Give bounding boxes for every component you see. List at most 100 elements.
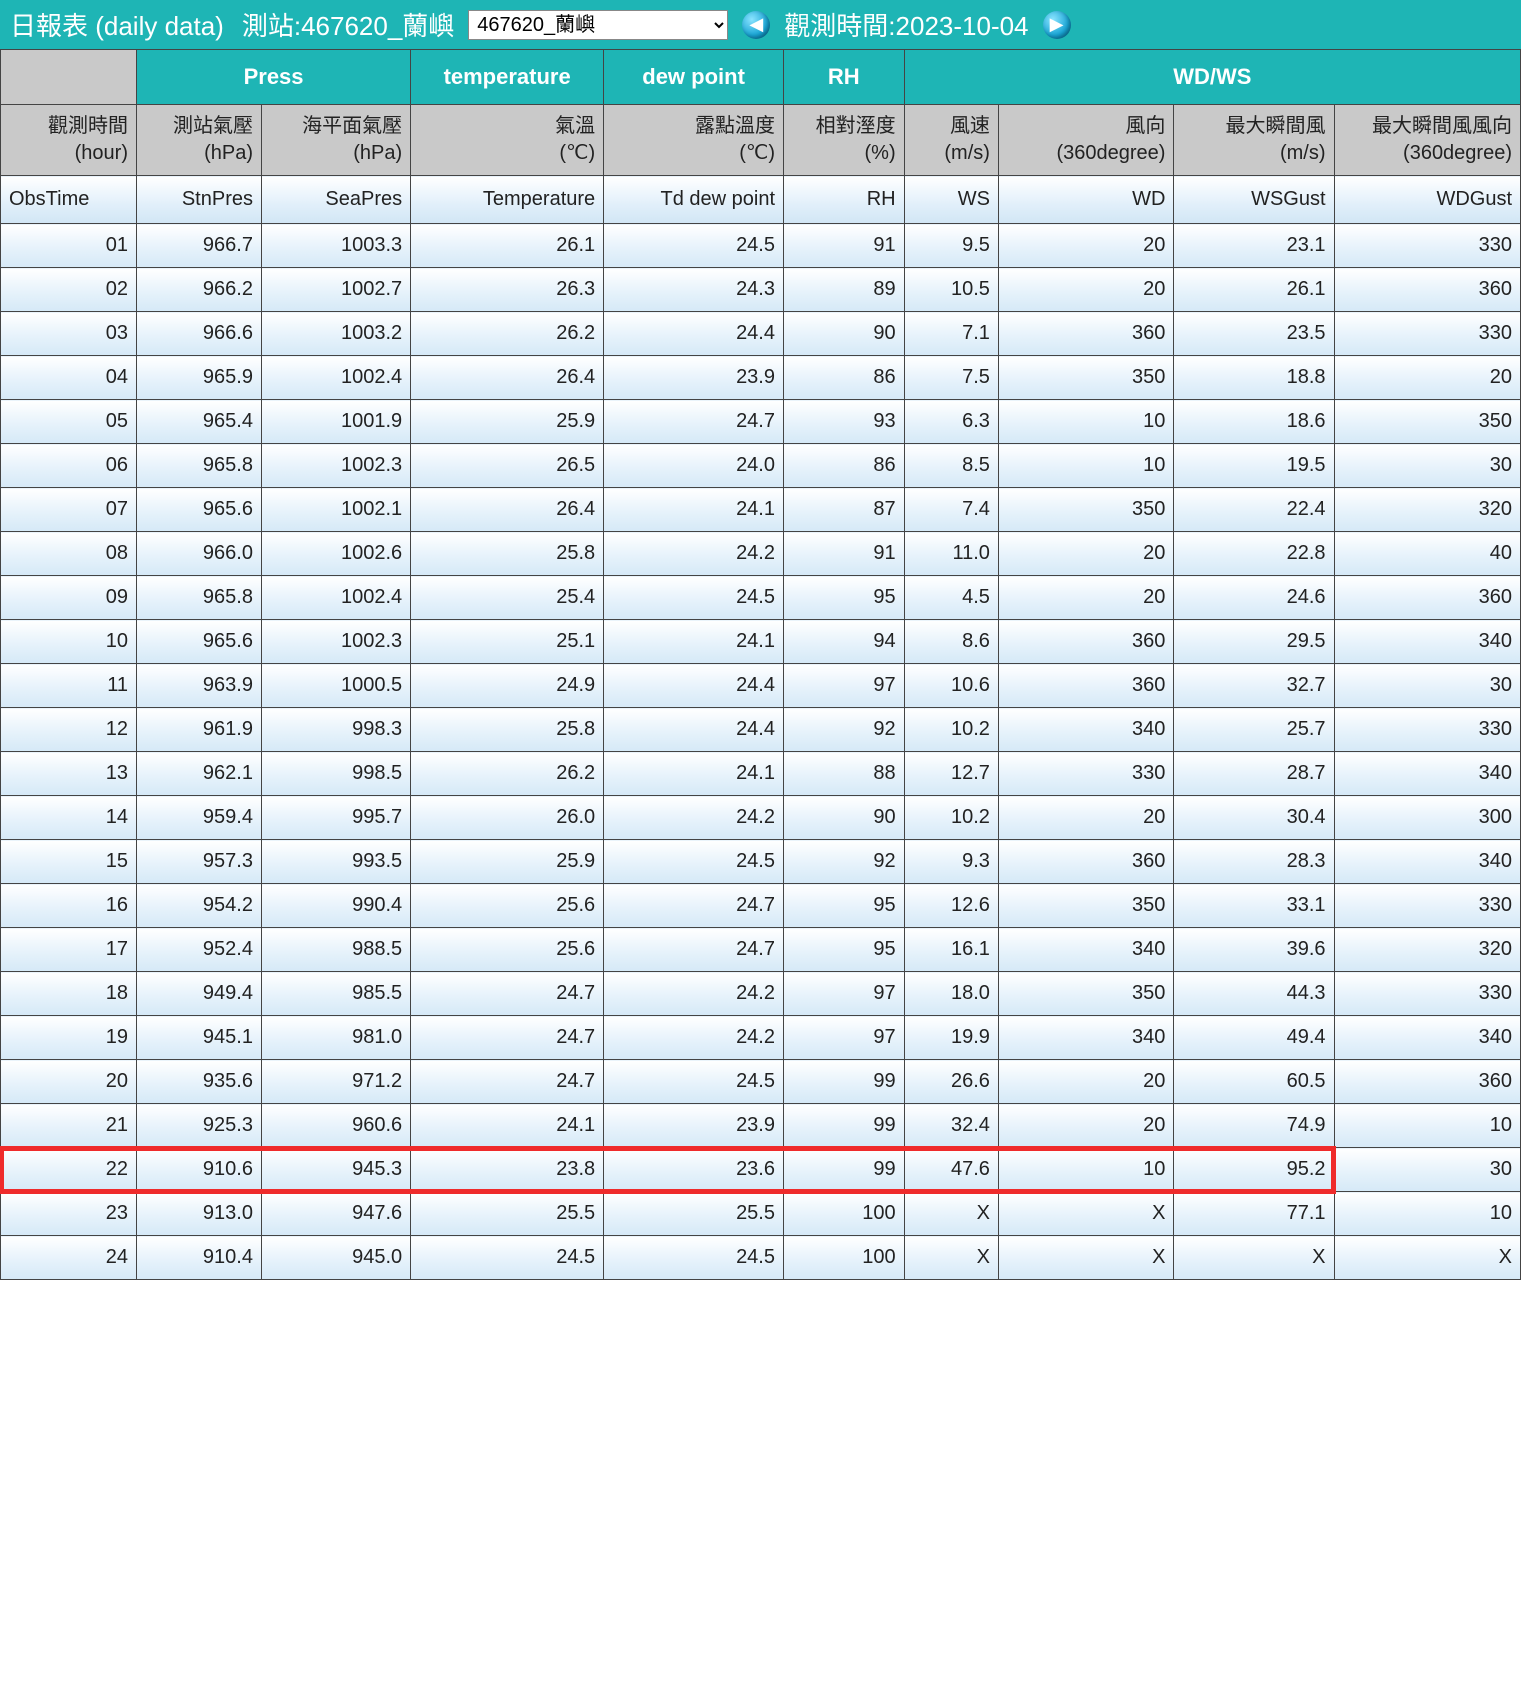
table-row: 14959.4995.726.024.29010.22030.4300 [1,796,1521,840]
cell-stn: 935.6 [136,1060,261,1104]
cell-td: 24.5 [604,1060,784,1104]
cell-wd: 20 [998,576,1173,620]
cell-stn: 949.4 [136,972,261,1016]
cell-ws: 7.4 [904,488,998,532]
cell-rh: 97 [784,1016,905,1060]
cell-wd: 20 [998,796,1173,840]
cell-rh: 100 [784,1192,905,1236]
cell-sea: 998.3 [261,708,410,752]
cell-t: 26.4 [411,356,604,400]
cell-wdg: 30 [1334,444,1520,488]
cell-wdg: 40 [1334,532,1520,576]
cell-wd: 20 [998,532,1173,576]
table-row: 07965.61002.126.424.1877.435022.4320 [1,488,1521,532]
cell-h: 11 [1,664,137,708]
cell-wdg: 30 [1334,1148,1520,1192]
cell-rh: 91 [784,532,905,576]
cell-wsg: X [1174,1236,1334,1280]
cell-sea: 945.0 [261,1236,410,1280]
cell-wdg: 360 [1334,1060,1520,1104]
cell-wd: 20 [998,224,1173,268]
cell-h: 20 [1,1060,137,1104]
cell-wdg: 300 [1334,796,1520,840]
cell-wsg: 30.4 [1174,796,1334,840]
group-temperature: temperature [411,50,604,105]
cell-stn: 959.4 [136,796,261,840]
cell-wdg: X [1334,1236,1520,1280]
cell-td: 24.1 [604,752,784,796]
cell-wd: 20 [998,1104,1173,1148]
cell-sea: 1002.3 [261,620,410,664]
cell-wdg: 360 [1334,268,1520,312]
daily-data-table: Press temperature dew point RH WD/WS 觀測時… [0,49,1521,1280]
cell-td: 24.1 [604,620,784,664]
cell-ws: 18.0 [904,972,998,1016]
cell-rh: 95 [784,928,905,972]
cell-h: 05 [1,400,137,444]
cell-rh: 92 [784,840,905,884]
cell-t: 24.7 [411,1060,604,1104]
cell-ws: 10.6 [904,664,998,708]
cell-ws: 10.5 [904,268,998,312]
table-row: 10965.61002.325.124.1948.636029.5340 [1,620,1521,664]
cell-wd: 350 [998,884,1173,928]
cell-wsg: 95.2 [1174,1148,1334,1192]
sub-wsg: 最大瞬間風(m/s) [1174,105,1334,176]
cell-sea: 1001.9 [261,400,410,444]
code-seapres: SeaPres [261,176,410,224]
cell-sea: 1000.5 [261,664,410,708]
cell-sea: 1002.1 [261,488,410,532]
cell-rh: 88 [784,752,905,796]
prev-day-button[interactable]: ◀ [742,11,770,39]
cell-wd: X [998,1236,1173,1280]
cell-t: 26.0 [411,796,604,840]
table-row: 01966.71003.326.124.5919.52023.1330 [1,224,1521,268]
cell-td: 24.4 [604,312,784,356]
cell-sea: 985.5 [261,972,410,1016]
code-ws: WS [904,176,998,224]
cell-rh: 89 [784,268,905,312]
cell-t: 24.9 [411,664,604,708]
table-body: 01966.71003.326.124.5919.52023.133002966… [1,224,1521,1280]
cell-td: 24.2 [604,1016,784,1060]
sub-seapres: 海平面氣壓(hPa) [261,105,410,176]
cell-wd: 340 [998,1016,1173,1060]
cell-sea: 1002.3 [261,444,410,488]
cell-t: 26.2 [411,752,604,796]
cell-wdg: 330 [1334,972,1520,1016]
code-rh: RH [784,176,905,224]
cell-h: 16 [1,884,137,928]
cell-rh: 87 [784,488,905,532]
cell-t: 24.7 [411,972,604,1016]
cell-wd: 20 [998,1060,1173,1104]
cell-wsg: 23.1 [1174,224,1334,268]
code-td: Td dew point [604,176,784,224]
cell-ws: 7.1 [904,312,998,356]
cell-h: 19 [1,1016,137,1060]
cell-h: 13 [1,752,137,796]
cell-wd: 360 [998,620,1173,664]
cell-ws: 7.5 [904,356,998,400]
cell-stn: 965.9 [136,356,261,400]
group-dewpoint: dew point [604,50,784,105]
cell-wdg: 20 [1334,356,1520,400]
table-row: 06965.81002.326.524.0868.51019.530 [1,444,1521,488]
cell-sea: 1003.3 [261,224,410,268]
cell-stn: 966.2 [136,268,261,312]
cell-wsg: 28.3 [1174,840,1334,884]
next-day-button[interactable]: ▶ [1043,11,1071,39]
station-select[interactable]: 467620_蘭嶼 [468,10,728,40]
cell-wsg: 33.1 [1174,884,1334,928]
table-row: 16954.2990.425.624.79512.635033.1330 [1,884,1521,928]
table-row: 09965.81002.425.424.5954.52024.6360 [1,576,1521,620]
cell-t: 26.4 [411,488,604,532]
cell-h: 07 [1,488,137,532]
cell-td: 24.0 [604,444,784,488]
cell-sea: 1002.7 [261,268,410,312]
cell-stn: 945.1 [136,1016,261,1060]
table-row: 23913.0947.625.525.5100XX77.110 [1,1192,1521,1236]
sub-wdg: 最大瞬間風風向(360degree) [1334,105,1520,176]
cell-ws: 12.6 [904,884,998,928]
table-row: 17952.4988.525.624.79516.134039.6320 [1,928,1521,972]
cell-wd: 340 [998,928,1173,972]
